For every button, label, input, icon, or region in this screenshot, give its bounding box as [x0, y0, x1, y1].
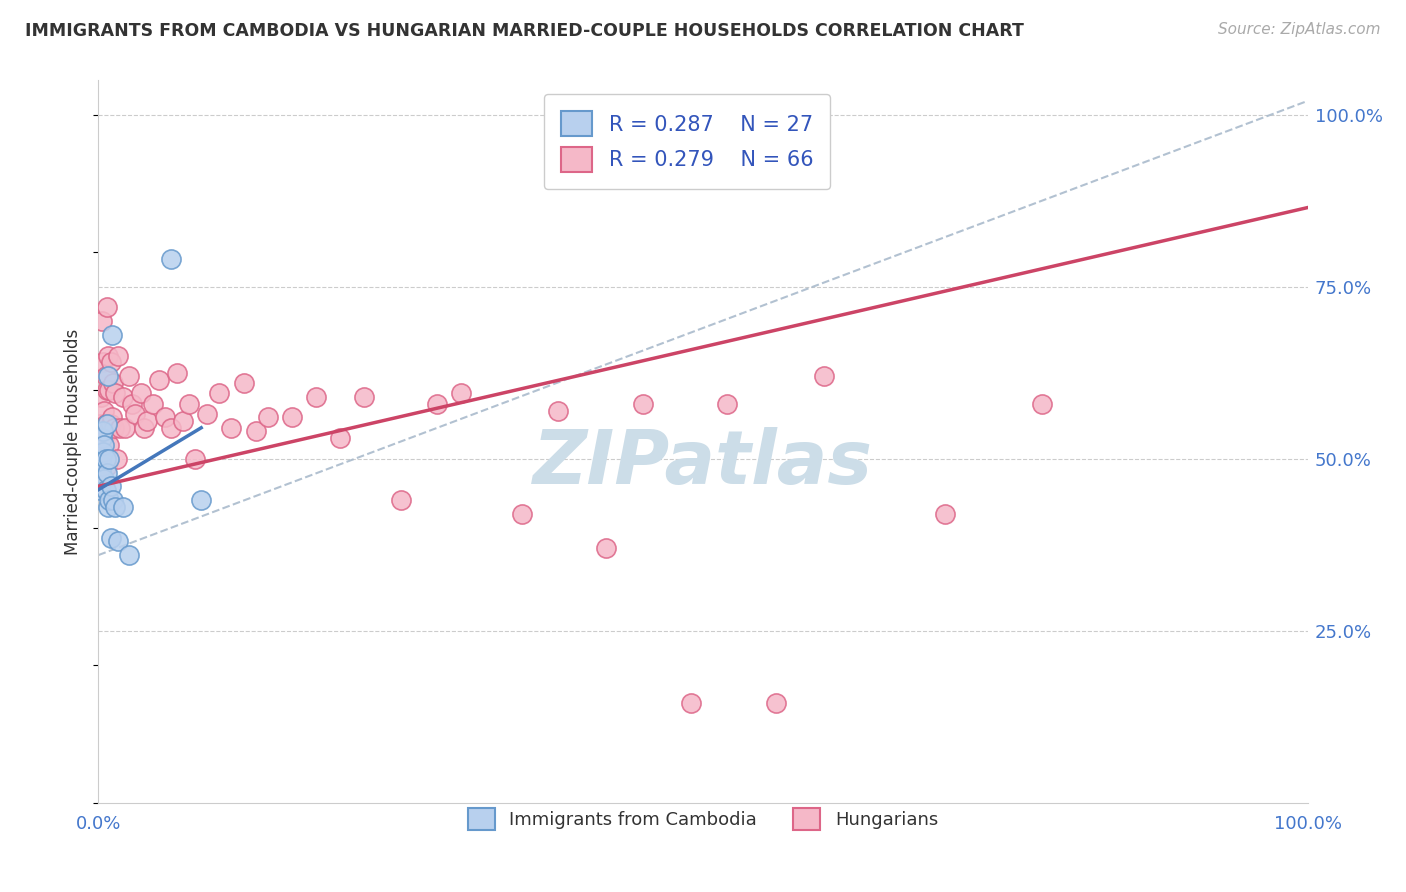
Point: [1031, 397, 1053, 411]
Point: [107, 534, 129, 549]
Point: [221, 421, 243, 435]
Point: [98, 451, 121, 466]
Point: [96, 301, 118, 315]
Point: [101, 376, 124, 390]
Point: [195, 407, 218, 421]
Point: [595, 541, 617, 556]
Point: [111, 500, 134, 514]
Point: [103, 421, 125, 435]
Point: [631, 397, 654, 411]
Point: [232, 376, 254, 390]
Point: [98, 438, 121, 452]
Y-axis label: Married-couple Households: Married-couple Households: [65, 328, 83, 555]
Point: [100, 410, 122, 425]
Point: [91, 424, 114, 438]
Point: [245, 424, 267, 438]
Point: [94, 417, 117, 432]
Point: [118, 369, 141, 384]
Point: [100, 479, 122, 493]
Point: [91, 438, 114, 452]
Point: [934, 507, 956, 521]
Point: [135, 414, 157, 428]
Point: [91, 431, 114, 445]
Point: [94, 483, 117, 497]
Point: [90, 451, 112, 466]
Legend: Immigrants from Cambodia, Hungarians: Immigrants from Cambodia, Hungarians: [461, 801, 945, 837]
Point: [105, 451, 128, 466]
Point: [679, 696, 702, 710]
Point: [184, 451, 207, 466]
Point: [96, 383, 118, 397]
Point: [97, 424, 120, 438]
Point: [93, 451, 115, 466]
Point: [90, 466, 112, 480]
Point: [166, 366, 188, 380]
Point: [104, 500, 127, 514]
Point: [129, 386, 152, 401]
Point: [91, 458, 114, 473]
Point: [98, 493, 121, 508]
Point: [96, 417, 118, 432]
Point: [160, 252, 183, 267]
Point: [100, 417, 122, 432]
Point: [389, 493, 412, 508]
Point: [107, 349, 129, 363]
Point: [97, 349, 120, 363]
Text: ZIPatlas: ZIPatlas: [533, 426, 873, 500]
Point: [96, 466, 118, 480]
Point: [121, 397, 143, 411]
Point: [90, 466, 112, 480]
Point: [813, 369, 835, 384]
Point: [256, 410, 278, 425]
Point: [142, 397, 165, 411]
Point: [97, 500, 120, 514]
Point: [172, 414, 194, 428]
Point: [94, 369, 117, 384]
Point: [89, 417, 111, 432]
Point: [100, 327, 122, 342]
Point: [426, 397, 449, 411]
Point: [91, 445, 114, 459]
Point: [98, 383, 121, 397]
Point: [190, 493, 212, 508]
Point: [281, 410, 304, 425]
Point: [148, 373, 170, 387]
Point: [111, 390, 134, 404]
Point: [108, 421, 131, 435]
Point: [160, 421, 183, 435]
Point: [94, 451, 117, 466]
Point: [101, 493, 124, 508]
Point: [91, 424, 114, 438]
Text: IMMIGRANTS FROM CAMBODIA VS HUNGARIAN MARRIED-COUPLE HOUSEHOLDS CORRELATION CHAR: IMMIGRANTS FROM CAMBODIA VS HUNGARIAN MA…: [25, 22, 1024, 40]
Point: [716, 397, 738, 411]
Point: [118, 548, 141, 562]
Point: [208, 386, 231, 401]
Point: [353, 390, 375, 404]
Point: [134, 421, 156, 435]
Point: [179, 397, 201, 411]
Point: [93, 403, 115, 417]
Point: [96, 458, 118, 473]
Point: [510, 507, 533, 521]
Point: [91, 314, 114, 328]
Point: [91, 355, 114, 369]
Point: [124, 407, 146, 421]
Point: [153, 410, 176, 425]
Point: [93, 472, 115, 486]
Text: Source: ZipAtlas.com: Source: ZipAtlas.com: [1218, 22, 1381, 37]
Point: [547, 403, 569, 417]
Point: [450, 386, 472, 401]
Point: [765, 696, 787, 710]
Point: [100, 355, 122, 369]
Point: [90, 390, 112, 404]
Point: [114, 421, 136, 435]
Point: [89, 483, 111, 497]
Point: [305, 390, 328, 404]
Point: [329, 431, 352, 445]
Point: [97, 369, 120, 384]
Point: [104, 386, 127, 401]
Point: [93, 438, 115, 452]
Point: [100, 531, 122, 545]
